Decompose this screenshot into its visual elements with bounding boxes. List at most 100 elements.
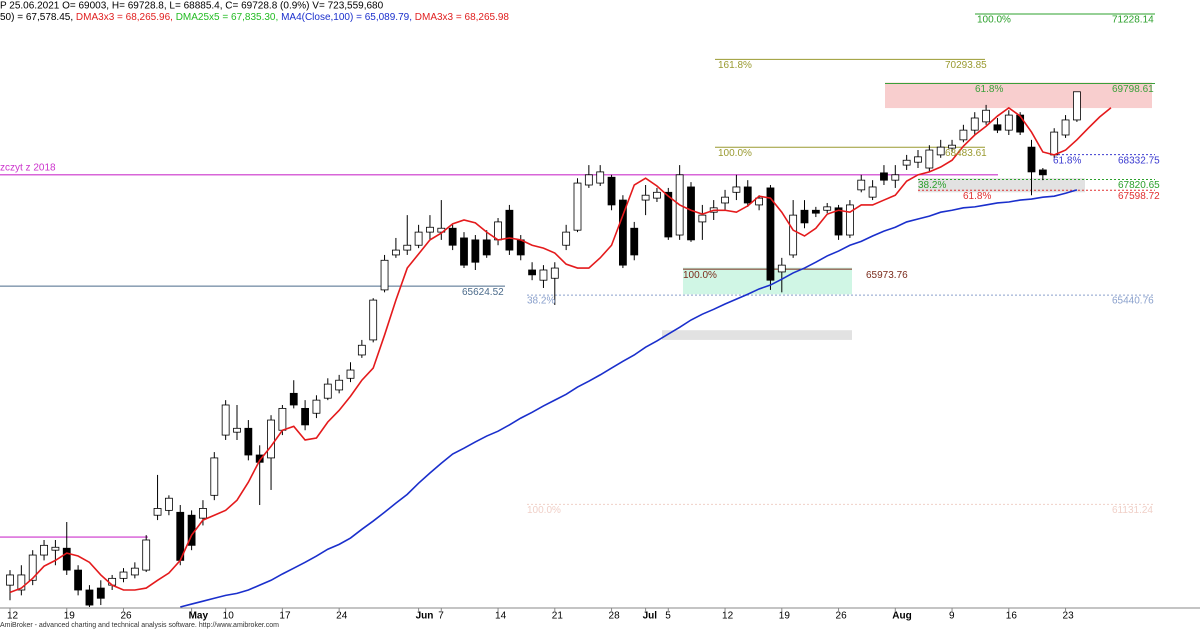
- candle-body: [278, 407, 287, 431]
- candle-body: [210, 457, 219, 496]
- candle-body: [834, 207, 843, 236]
- candle-body: [959, 129, 968, 141]
- candle-body: [936, 146, 945, 156]
- candle-body: [1027, 146, 1036, 173]
- level-value: 65440.76: [1112, 296, 1154, 307]
- candle-body: [199, 508, 207, 519]
- candle-body: [891, 174, 900, 181]
- level-value: 68483.61: [945, 148, 987, 159]
- candle-body: [494, 221, 502, 241]
- candle-body: [619, 199, 627, 266]
- candle-body: [17, 574, 26, 591]
- candle-body: [380, 259, 389, 291]
- candle-body: [766, 187, 775, 281]
- candle-body: [948, 144, 956, 149]
- legend-entry: MA4(Close,100) = 65,089.79,: [281, 12, 415, 23]
- candle-body: [369, 299, 378, 341]
- level-label: 100.0%: [718, 148, 752, 159]
- candle-body: [323, 383, 332, 399]
- candle-body: [244, 427, 253, 456]
- candle-body: [562, 231, 571, 246]
- level-value: 65973.76: [866, 270, 908, 281]
- x-axis-labels: 12 19 26 May 10 17 24 Jun 7 14 21 28 Jul 5 12 19 26 Aug 9 1…: [7, 608, 1074, 622]
- levels: [0, 13, 1155, 538]
- level-value: 68332.75: [1118, 155, 1160, 166]
- candle-body: [777, 264, 786, 273]
- legend: 50) = 67,578.45, DMA3x3 = 68,265.96, DMA…: [0, 12, 509, 23]
- x-tick-label: 5: [665, 611, 671, 622]
- x-tick-label: 26: [121, 611, 133, 622]
- candle-body: [312, 399, 321, 414]
- zone: [885, 82, 1152, 109]
- x-tick-label: 23: [1063, 611, 1075, 622]
- candle-body: [448, 227, 457, 246]
- level-value: 69798.61: [1112, 84, 1154, 95]
- level-label: 38.2%: [527, 296, 555, 307]
- candle-body: [414, 231, 423, 246]
- candle-body: [573, 182, 582, 231]
- candle-body: [301, 407, 310, 426]
- candle-body: [528, 269, 536, 276]
- level-value: 71228.14: [1112, 15, 1154, 26]
- candle-body: [550, 267, 559, 279]
- candle-body: [289, 392, 298, 406]
- candle-body: [880, 172, 888, 181]
- candle-body: [868, 186, 877, 198]
- candle-body: [62, 547, 71, 571]
- candle-body: [653, 191, 661, 199]
- level-value: 67598.72: [1118, 191, 1160, 202]
- candle-body: [403, 244, 412, 251]
- candle-body: [346, 369, 355, 379]
- candle-body: [687, 186, 695, 241]
- candle-body: [6, 574, 14, 586]
- level-label: 100.0%: [527, 505, 561, 516]
- candle-body: [596, 171, 605, 184]
- candle-body: [584, 174, 593, 186]
- candle-body: [800, 209, 809, 224]
- candle-body: [357, 344, 366, 356]
- x-tick-label: 21: [552, 611, 564, 622]
- x-tick-label: 28: [609, 611, 621, 622]
- level-label: zczyt z 2018: [0, 162, 56, 173]
- candle-body: [482, 239, 491, 256]
- candle-body: [471, 239, 480, 263]
- level-label: 38.2%: [918, 180, 946, 191]
- candles: [6, 91, 1081, 607]
- level-label: 161.8%: [718, 60, 752, 71]
- zone: [662, 330, 852, 340]
- candle-body: [982, 109, 990, 123]
- candle-body: [96, 587, 105, 599]
- candle-body: [811, 209, 820, 214]
- candle-body: [142, 539, 151, 571]
- x-tick-label: 24: [336, 611, 348, 622]
- candle-body: [914, 156, 922, 163]
- candle-body: [1061, 119, 1070, 136]
- candle-body: [255, 454, 264, 463]
- candle-body: [721, 196, 729, 204]
- candle-body: [1050, 131, 1059, 156]
- level-value: 65624.52: [462, 287, 504, 298]
- candle-body: [664, 191, 673, 238]
- ma-lines: [9, 106, 1112, 608]
- footer: AmiBroker - advanced charting and techni…: [0, 622, 279, 629]
- x-tick-label: 19: [64, 611, 76, 622]
- zone: [918, 178, 1085, 193]
- x-tick-label: Jun: [416, 611, 434, 622]
- level-value: 61131.24: [1112, 505, 1153, 516]
- x-tick-label: 10: [223, 611, 235, 622]
- candle-body: [391, 249, 400, 256]
- candle-body: [607, 176, 616, 206]
- candle-body: [1004, 114, 1013, 131]
- candle-body: [732, 186, 741, 193]
- candle-body: [119, 571, 128, 579]
- ma-line: [180, 189, 1078, 608]
- candle-body: [1038, 169, 1047, 176]
- candle-body: [823, 206, 832, 211]
- candle-body: [460, 237, 468, 266]
- zones: [662, 82, 1152, 340]
- x-tick-label: 7: [438, 611, 444, 622]
- ma-line: [9, 106, 1112, 594]
- x-tick-label: May: [189, 611, 209, 622]
